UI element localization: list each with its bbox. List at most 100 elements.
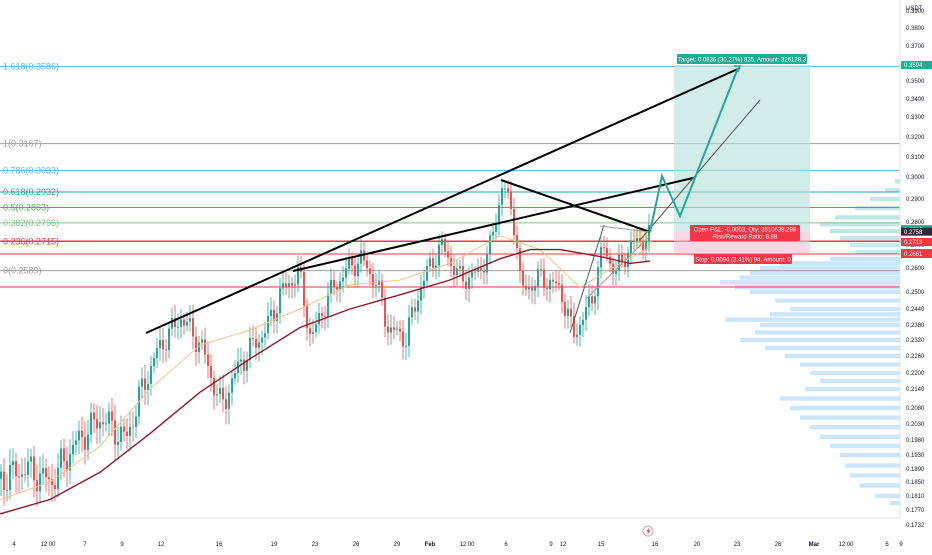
candle-body [642, 240, 644, 251]
volume-bar [810, 425, 900, 430]
candle-body [552, 279, 554, 282]
candle-body [60, 448, 62, 468]
candle-body [291, 283, 293, 286]
y-tick-label: 0.2500 [906, 290, 925, 296]
candle-body [381, 280, 383, 298]
upper-trendline [145, 67, 741, 334]
candle-body [378, 280, 380, 285]
candle-body [303, 271, 305, 306]
lightning-icon[interactable] [642, 525, 654, 537]
candle-body [411, 307, 413, 318]
moving-average-line [0, 235, 651, 500]
volume-bar [860, 483, 900, 488]
candle-body [312, 332, 314, 334]
x-tick-label: 16 [652, 542, 659, 548]
volume-bar [740, 337, 900, 343]
trendline-drawings[interactable] [145, 65, 761, 334]
volume-bar [830, 256, 900, 261]
candle-body [591, 296, 593, 304]
candle-body [267, 316, 269, 334]
candle-body [186, 321, 188, 326]
candle-body [315, 324, 317, 333]
candle-body [369, 268, 371, 275]
candle-body [15, 461, 17, 477]
candle-body [546, 288, 548, 290]
candle-body [495, 224, 497, 232]
candle-body [66, 461, 68, 471]
long-position-tool[interactable] [634, 65, 810, 254]
projected-path-arrow [734, 65, 742, 73]
candle-body [513, 209, 515, 236]
time-axis[interactable]: 4 12:00 7 9 12 16 19 23 26 29 Feb 12:00 6 9 12 15 16 20 23… [12, 542, 903, 548]
candle-body [549, 279, 551, 289]
candle-body [396, 328, 398, 330]
candle-body [294, 284, 296, 286]
volume-bar [760, 322, 900, 328]
candle-body [9, 464, 11, 491]
x-tick-label: Mar [809, 542, 820, 548]
candle-body [648, 225, 650, 242]
candle-body [132, 426, 134, 428]
candle-body [207, 354, 209, 366]
fib-label: 0.786(0.3033) [3, 165, 59, 175]
candle-body [174, 318, 176, 328]
candle-body [558, 283, 560, 285]
volume-bar [720, 280, 900, 285]
candle-body [282, 283, 284, 289]
volume-bar [820, 378, 900, 384]
candle-body [336, 287, 338, 290]
candle-body [390, 327, 392, 333]
candle-body [525, 285, 527, 290]
price-axis[interactable]: 0.39000.38000.37000.36000.35000.34000.33… [906, 9, 925, 529]
candle-body [213, 377, 215, 396]
volume-bar [725, 317, 900, 322]
y-tick-label: 0.1850 [906, 480, 925, 486]
volume-bar [805, 386, 900, 392]
price-badge-label: 0.2758 [904, 230, 923, 236]
volume-bar [850, 242, 900, 248]
candle-body [357, 263, 359, 277]
candle-body [483, 269, 485, 273]
candle-body [444, 239, 446, 252]
candle-body [168, 328, 170, 351]
y-tick-label: 0.2030 [906, 422, 925, 428]
channel-line [584, 235, 651, 301]
x-tick-label: 23 [312, 542, 319, 548]
fib-label: 1(0.3167) [3, 139, 42, 149]
open-pnl-label: Open P&L: -0.0003, Qty: 3510638.298 [694, 228, 797, 234]
candle-body [48, 477, 50, 480]
candle-body [351, 257, 353, 266]
candle-body [459, 265, 461, 269]
candle-body [105, 423, 107, 425]
fib-label: 0(0.2589) [3, 266, 42, 276]
candle-body [522, 270, 524, 286]
candle-body [579, 324, 581, 335]
fib-label: 0.382(0.2796) [3, 218, 59, 228]
candle-body [135, 416, 137, 427]
candle-body [51, 479, 53, 486]
candle-body [114, 420, 116, 445]
profit-zone [674, 65, 810, 232]
candle-body [126, 431, 128, 436]
candle-body [183, 319, 185, 326]
candle-body [633, 240, 635, 242]
candle-body [531, 287, 533, 291]
y-tick-label: 0.2080 [906, 406, 925, 412]
y-tick-label: 0.1810 [906, 494, 925, 500]
candle-body [507, 188, 509, 192]
candle-body [426, 266, 428, 281]
candle-body [93, 412, 95, 420]
candle-body [498, 204, 500, 225]
candle-body [0, 471, 2, 479]
price-badge [901, 227, 932, 236]
x-tick-label: 12 [560, 542, 567, 548]
middle-trendline [292, 177, 694, 272]
candle-body [471, 271, 473, 278]
candle-body [171, 318, 173, 329]
candle-body [585, 307, 587, 320]
candle-body [441, 239, 443, 245]
candle-body [609, 256, 611, 264]
candle-body [297, 266, 299, 285]
y-tick-label: 0.3100 [906, 155, 925, 161]
